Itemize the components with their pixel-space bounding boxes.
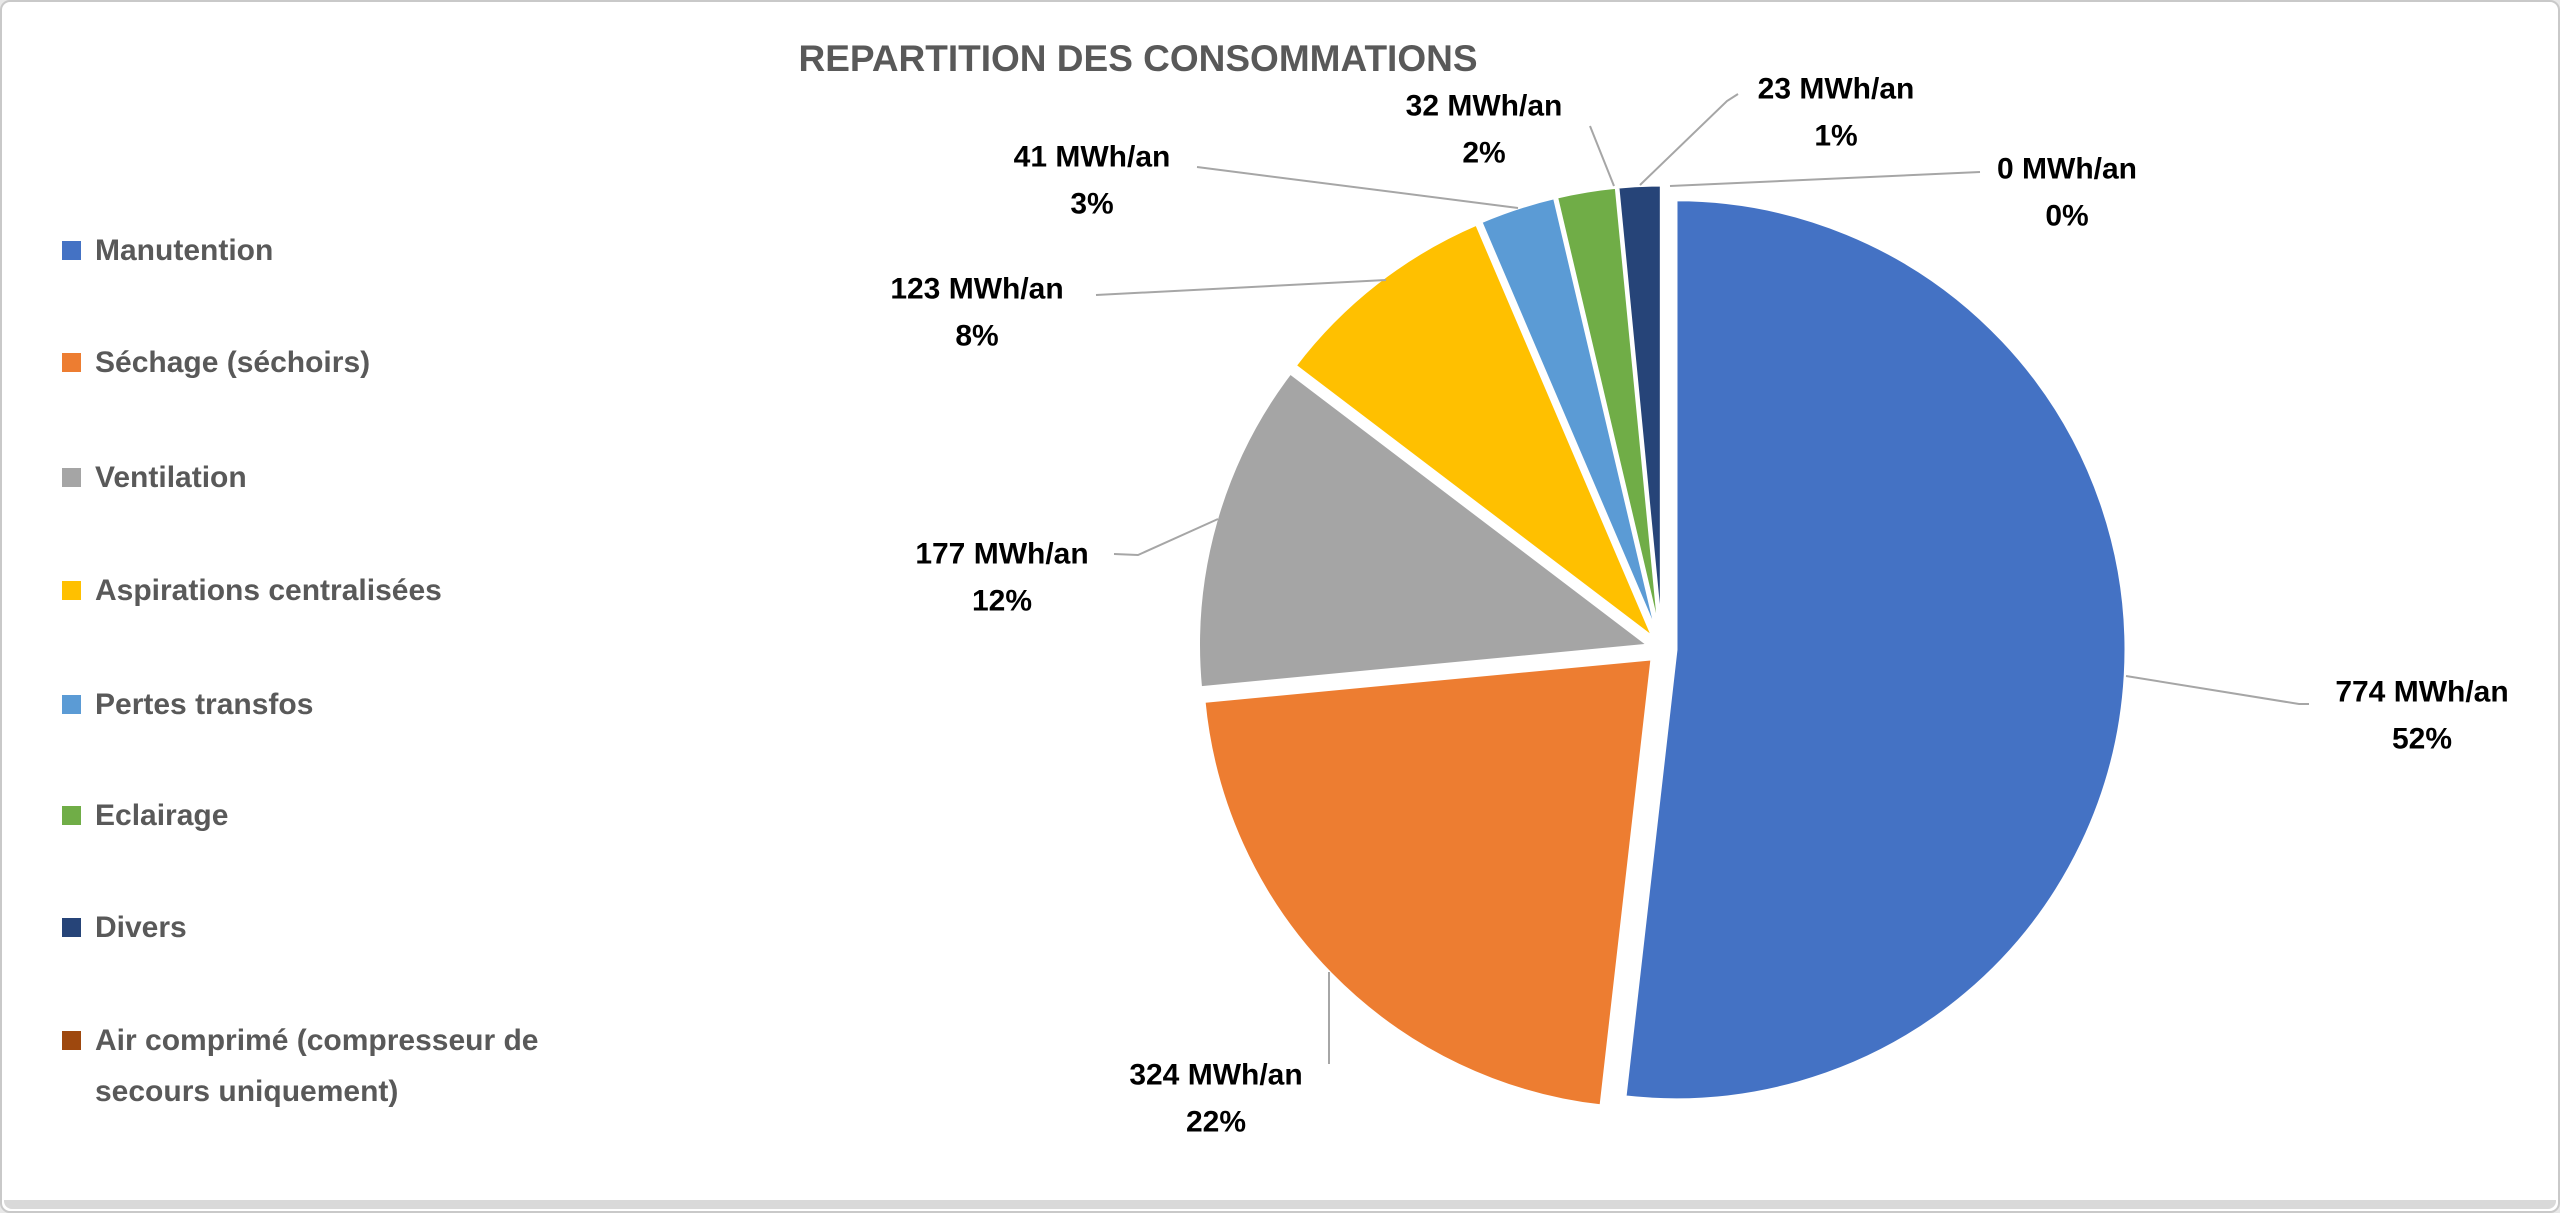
legend-swatch <box>62 918 81 937</box>
legend-item: Manutention <box>62 225 573 276</box>
label-leader-line <box>1639 93 1739 186</box>
data-label-percent: 12% <box>972 585 1032 618</box>
legend-swatch <box>62 695 81 714</box>
legend-swatch <box>62 353 81 372</box>
legend-label: Ventilation <box>95 461 247 494</box>
pie-slice <box>1293 222 1655 640</box>
data-label-value: 32 MWh/an <box>1406 90 1563 123</box>
legend-label: Pertes transfos <box>95 688 314 721</box>
legend-item: Eclairage <box>62 790 573 841</box>
legend-item: Ventilation <box>62 452 573 503</box>
legend: Manutention Séchage (séchoirs) Ventilation… <box>62 2 582 1211</box>
pie-slice <box>1623 198 2128 1102</box>
data-label-value: 324 MWh/an <box>1129 1059 1302 1092</box>
data-label-percent: 1% <box>1814 120 1857 153</box>
label-leader-line <box>1669 171 1981 187</box>
label-leader-line <box>1196 166 1519 209</box>
legend-item: Pertes transfos <box>62 679 573 730</box>
legend-swatch <box>62 241 81 260</box>
legend-label: Aspirations centralisées <box>95 574 442 607</box>
legend-item: Divers <box>62 902 573 953</box>
legend-label: Eclairage <box>95 799 229 832</box>
data-label-value: 0 MWh/an <box>1997 153 2137 186</box>
legend-swatch <box>62 1031 81 1050</box>
label-leader-line <box>1113 518 1219 557</box>
legend-swatch <box>62 581 81 600</box>
data-label-percent: 3% <box>1070 188 1113 221</box>
label-leader-line <box>2125 675 2309 705</box>
window-bottom-edge <box>4 1200 2556 1209</box>
label-leader-line <box>1589 125 1615 187</box>
data-label-percent: 2% <box>1462 137 1505 170</box>
data-label-value: 23 MWh/an <box>1758 73 1915 106</box>
data-label-value: 774 MWh/an <box>2335 676 2508 709</box>
legend-swatch <box>62 468 81 487</box>
pie-slice <box>1616 183 1663 637</box>
data-label-percent: 22% <box>1186 1106 1246 1139</box>
data-label-value: 123 MWh/an <box>890 273 1063 306</box>
data-label-percent: 52% <box>2392 723 2452 756</box>
legend-item: Séchage (séchoirs) <box>62 337 573 388</box>
data-label-percent: 0% <box>2045 200 2088 233</box>
legend-label: Air comprimé (compresseur de secours uni… <box>95 1024 539 1108</box>
legend-swatch <box>62 806 81 825</box>
data-label-percent: 8% <box>955 320 998 353</box>
legend-item: Aspirations centralisées <box>62 565 573 616</box>
legend-label: Manutention <box>95 234 274 267</box>
pie-slice <box>1202 657 1654 1108</box>
data-label-value: 41 MWh/an <box>1014 141 1171 174</box>
data-label-value: 177 MWh/an <box>915 538 1088 571</box>
chart-title: REPARTITION DES CONSOMMATIONS <box>798 38 1478 79</box>
legend-label: Séchage (séchoirs) <box>95 346 371 379</box>
pie-slice <box>1197 371 1651 690</box>
legend-label: Divers <box>95 911 187 944</box>
label-leader-line <box>1095 279 1387 296</box>
legend-item: Air comprimé (compresseur de secours uni… <box>62 1015 573 1117</box>
pie-slice <box>1555 185 1662 637</box>
